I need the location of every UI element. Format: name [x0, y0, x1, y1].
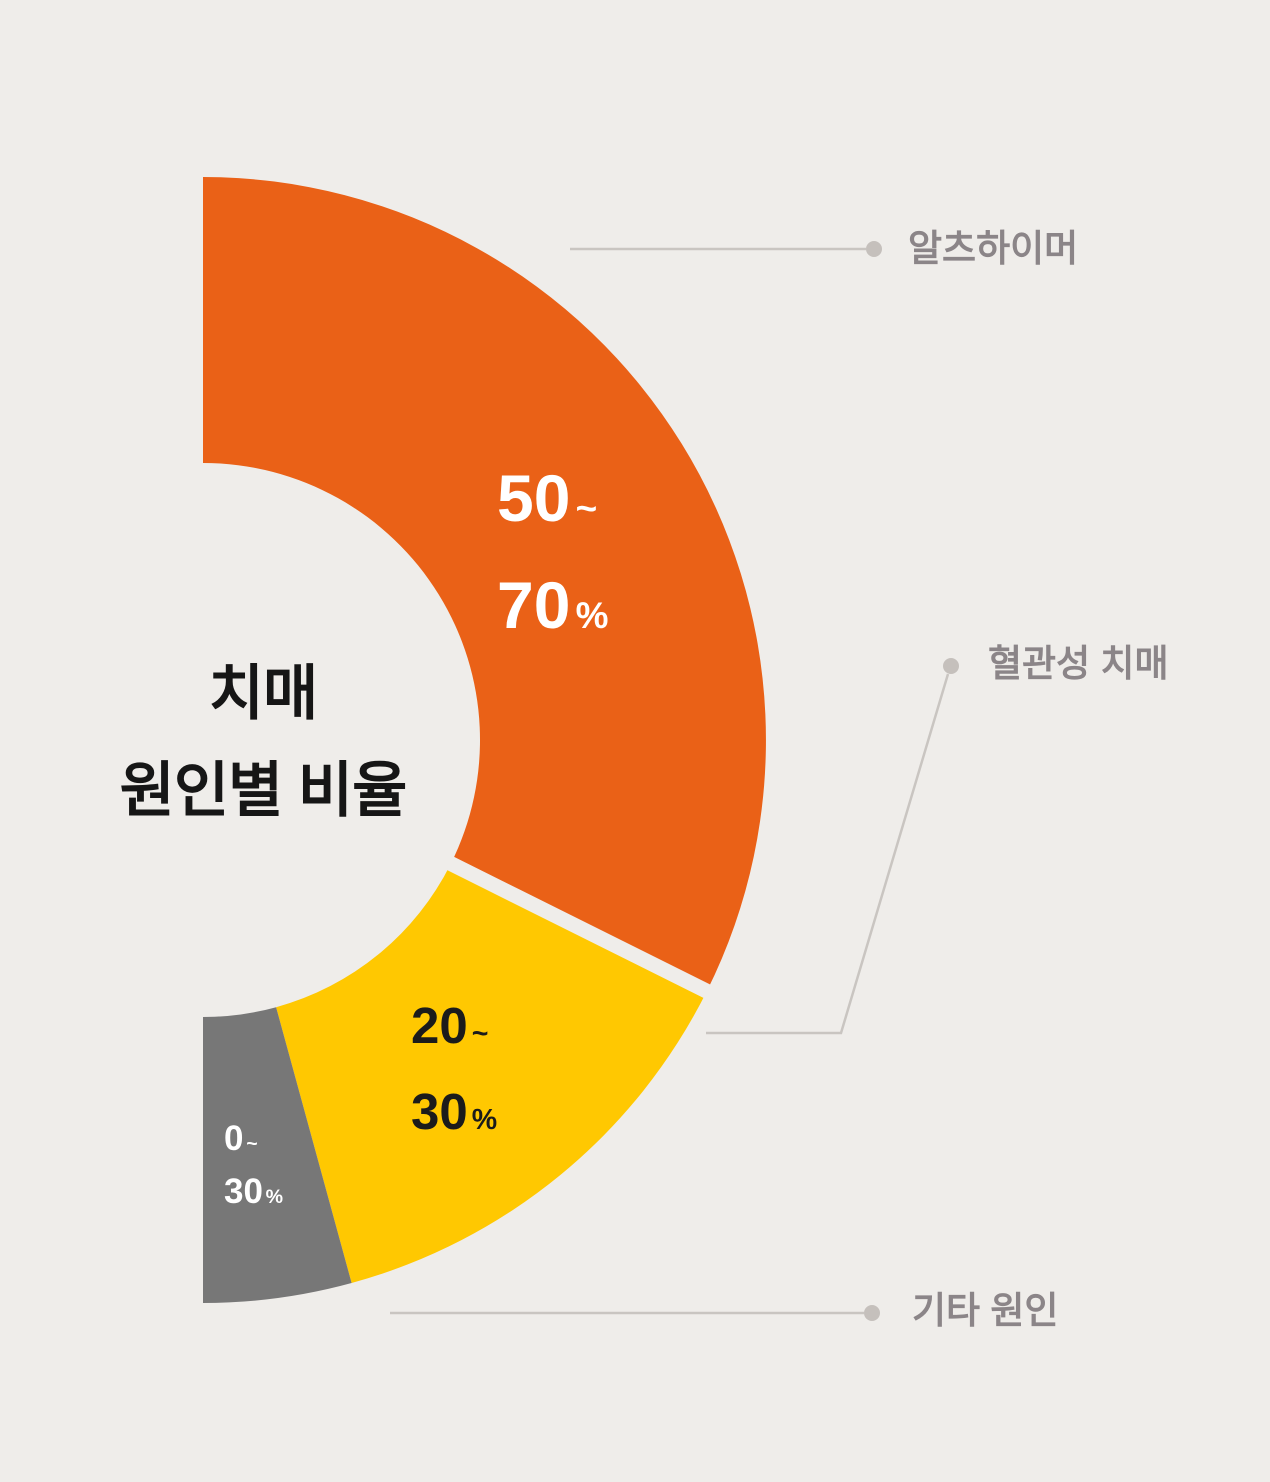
tilde-symbol: ~ — [471, 1018, 489, 1050]
value-low: 20 — [411, 997, 468, 1054]
donut-segment-0 — [203, 177, 766, 992]
value-row: 30% — [411, 1073, 497, 1159]
segment-value-other: 0 ~ 30% — [224, 1115, 283, 1221]
value-low: 0 — [224, 1119, 244, 1158]
callout-dot-1 — [943, 658, 959, 674]
value-row: 50 ~ — [497, 450, 608, 557]
tilde-symbol: ~ — [246, 1133, 258, 1155]
value-high: 70 — [497, 568, 571, 642]
callout-line-1 — [706, 673, 950, 1035]
callout-label-alzheimer: 알츠하이머 — [908, 228, 1079, 269]
chart-title: 치매 원인별 비율 — [38, 645, 488, 839]
callout-dot-0 — [866, 241, 882, 257]
callout-dot-2 — [864, 1305, 880, 1321]
callout-label-vascular: 혈관성 치매 — [988, 643, 1169, 684]
segment-value-alzheimer: 50 ~ 70% — [497, 450, 608, 664]
value-high: 30 — [411, 1083, 468, 1140]
percent-symbol: % — [575, 595, 609, 636]
value-row: 20 ~ — [411, 987, 497, 1073]
percent-symbol: % — [265, 1186, 284, 1208]
chart-title-line1: 치매 — [208, 660, 318, 727]
donut-segment-1 — [276, 863, 707, 1283]
donut-segment-2 — [203, 1007, 352, 1303]
tilde-symbol: ~ — [575, 488, 598, 529]
callout-label-other: 기타 원인 — [912, 1290, 1059, 1331]
segment-gap — [412, 839, 755, 1020]
value-low: 50 — [497, 461, 571, 535]
value-row: 0 ~ — [224, 1115, 283, 1168]
chart-title-line2: 원인별 비율 — [119, 757, 408, 824]
value-high: 30 — [224, 1172, 263, 1211]
value-row: 30% — [224, 1168, 283, 1221]
segment-value-vascular: 20 ~ 30% — [411, 987, 497, 1159]
value-row: 70% — [497, 557, 608, 664]
percent-symbol: % — [471, 1104, 498, 1136]
